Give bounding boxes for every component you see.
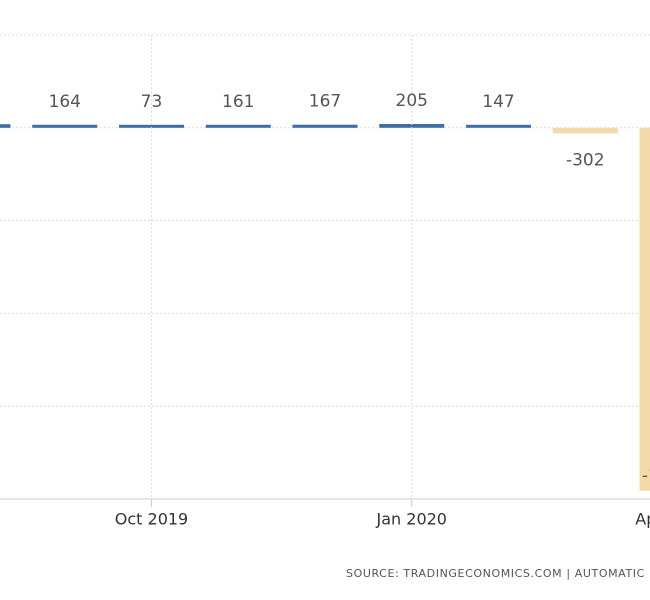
data-label: -302 <box>566 150 605 170</box>
bar <box>292 124 358 128</box>
bar <box>552 127 618 134</box>
data-label: -19557 <box>642 466 650 486</box>
bar <box>32 124 98 128</box>
bar <box>639 127 650 491</box>
bar <box>119 124 184 128</box>
data-label: 167 <box>309 92 341 112</box>
x-tick-label: Apr 2020 <box>635 510 650 529</box>
x-tick-label: Jan 2020 <box>376 510 447 529</box>
bar <box>379 123 445 128</box>
bar <box>466 124 531 128</box>
data-label: 73 <box>141 92 163 112</box>
x-tick-label: Oct 2019 <box>115 510 188 529</box>
data-label: 161 <box>222 92 254 112</box>
data-label: 147 <box>482 92 514 112</box>
source-note: SOURCE: TRADINGECONOMICS.COM | AUTOMATIC… <box>346 567 650 580</box>
bar <box>205 124 271 128</box>
data-label: 164 <box>49 92 81 112</box>
bar <box>0 124 11 128</box>
